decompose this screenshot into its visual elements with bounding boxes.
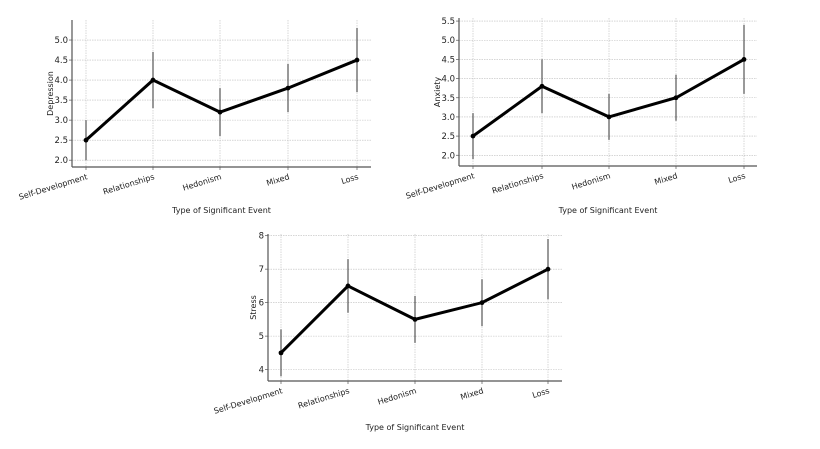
y-tick-label: 5.5 [441, 17, 455, 27]
y-tick-label: 7 [259, 265, 264, 275]
data-point [285, 85, 291, 91]
y-tick-label: 3.0 [54, 116, 68, 126]
data-point [345, 283, 351, 289]
data-point [545, 266, 551, 272]
y-tick-label: 2.5 [54, 136, 68, 146]
x-tick-label: Relationships [297, 386, 351, 410]
x-tick-label: Mixed [459, 386, 484, 402]
x-tick-label: Self-Development [213, 386, 284, 415]
data-point [83, 137, 89, 143]
data-point [354, 57, 360, 63]
chart-anxiety: 2.0 2.5 3.0 3.5 4.0 4.5 5.0 5.5 Self-Development… [405, 17, 757, 215]
x-axis-label: Type of Significant Event [171, 206, 271, 215]
y-tick-label: 4.5 [441, 55, 455, 65]
y-tick-label: 4.0 [54, 76, 68, 86]
x-tick-label: Hedonism [571, 171, 612, 191]
y-tick-label: 5.0 [54, 36, 68, 46]
x-axis-label: Type of Significant Event [558, 206, 658, 215]
y-tick-label: 2.0 [441, 151, 455, 161]
x-tick-label: Mixed [265, 172, 290, 188]
y-tick-label: 4 [259, 366, 264, 376]
y-tick-label: 3.0 [441, 113, 455, 123]
x-tick-label: Self-Development [405, 171, 476, 200]
y-axis-label: Depression [46, 71, 55, 116]
data-point [217, 109, 223, 115]
y-tick-label: 5.0 [441, 36, 455, 46]
y-tick-label: 3.5 [54, 96, 68, 106]
series-line [84, 58, 358, 142]
data-point [470, 133, 476, 139]
chart-stress: 4 5 6 7 8 Self-Development Relationships Hedoni… [213, 232, 562, 432]
x-axis-label: Type of Significant Event [365, 423, 465, 432]
x-tick-label: Loss [340, 172, 359, 186]
x-tick-label: Loss [727, 171, 746, 185]
x-tick-label: Mixed [653, 171, 678, 187]
y-tick-label: 3.5 [441, 94, 455, 104]
y-axis-label: Stress [249, 295, 258, 320]
y-tick-label: 5 [259, 332, 264, 342]
x-tick-label: Hedonism [182, 172, 223, 192]
x-tick-label: Hedonism [377, 386, 418, 406]
x-tick-label: Relationships [102, 172, 156, 196]
data-point [741, 57, 747, 62]
data-point [412, 316, 418, 322]
data-point [479, 300, 485, 306]
y-tick-label: 6 [259, 299, 264, 309]
data-point [539, 83, 545, 89]
chart-depression: 2.0 2.5 3.0 3.5 4.0 4.5 5.0 Self-Development Rel… [18, 20, 371, 215]
x-tick-label: Self-Development [18, 172, 89, 201]
y-tick-label: 4.5 [54, 56, 68, 66]
data-point [606, 114, 612, 120]
data-point [150, 77, 156, 83]
x-tick-label: Relationships [491, 171, 545, 195]
y-tick-label: 2.0 [54, 156, 68, 166]
data-point [278, 350, 284, 356]
y-tick-label: 8 [259, 232, 264, 242]
data-point [673, 95, 679, 101]
y-axis-label: Anxiety [433, 77, 442, 108]
x-tick-label: Loss [531, 386, 550, 400]
y-tick-label: 4.0 [441, 75, 455, 85]
y-tick-label: 2.5 [441, 132, 455, 142]
